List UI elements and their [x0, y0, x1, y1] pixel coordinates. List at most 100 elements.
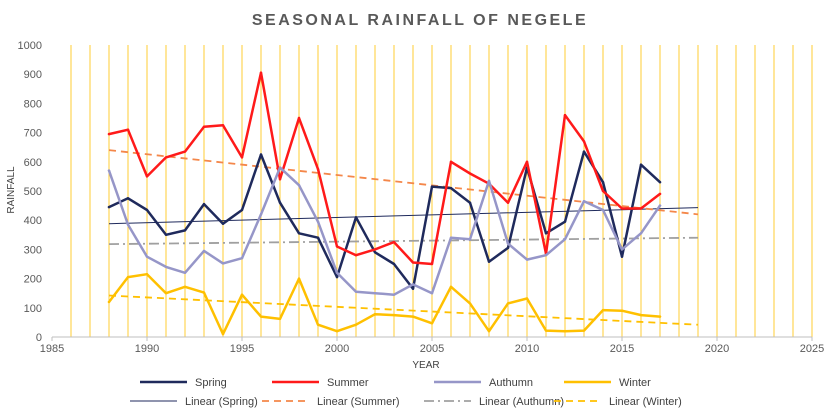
- trendline-linear-spring: [108, 207, 699, 225]
- y-axis-label: RAINFALL: [6, 166, 17, 214]
- data-point-winter-1995: [240, 293, 244, 296]
- data-point-spring-2006: [449, 186, 453, 190]
- data-point-spring-1989: [126, 197, 130, 200]
- series-line-spring: [107, 150, 662, 291]
- data-point-winter-1996: [259, 315, 263, 318]
- data-point-winter-1989: [126, 275, 130, 279]
- data-point-spring-2005: [430, 185, 434, 188]
- data-point-winter-2005: [430, 322, 434, 325]
- data-point-summer-2007: [468, 172, 472, 175]
- data-point-summer-2014: [601, 189, 605, 193]
- data-point-authumn-2000: [335, 271, 339, 274]
- data-point-spring-1991: [164, 233, 168, 236]
- x-tick-label-2025: 2025: [800, 343, 824, 355]
- legend-label-winter: Winter: [619, 377, 651, 389]
- data-point-spring-2001: [354, 216, 358, 219]
- x-tick-label-2020: 2020: [705, 343, 729, 355]
- x-tick-label-2015: 2015: [610, 343, 634, 355]
- y-tick-label-500: 500: [24, 186, 42, 198]
- data-point-authumn-1992: [183, 271, 187, 274]
- data-point-spring-2008: [487, 260, 491, 263]
- data-point-spring-1988: [107, 205, 111, 209]
- trendline-linear-authumn: [108, 236, 699, 246]
- data-point-summer-2010: [525, 160, 529, 163]
- data-point-authumn-2002: [373, 292, 377, 295]
- data-point-authumn-2012: [563, 238, 567, 241]
- data-point-spring-2009: [506, 246, 510, 250]
- data-point-spring-2007: [468, 201, 472, 204]
- data-point-spring-1997: [278, 201, 282, 204]
- data-point-summer-2016: [639, 207, 643, 210]
- data-point-authumn-1994: [221, 262, 225, 265]
- data-point-authumn-1988: [107, 169, 111, 172]
- series-line-winter: [107, 272, 662, 336]
- x-tick-label-1995: 1995: [230, 343, 254, 355]
- x-tick-label-1990: 1990: [135, 343, 159, 355]
- data-point-summer-1995: [240, 156, 244, 159]
- data-point-winter-2013: [582, 329, 586, 332]
- data-point-summer-1997: [278, 178, 282, 181]
- data-point-winter-2003: [392, 313, 396, 317]
- data-point-winter-1992: [183, 285, 187, 288]
- trendline-linear-summer: [108, 149, 699, 216]
- data-point-winter-2000: [335, 330, 339, 333]
- data-point-authumn-1993: [202, 249, 206, 253]
- x-tick-label-2010: 2010: [515, 343, 539, 355]
- data-point-winter-2017: [658, 315, 662, 318]
- data-point-spring-2015: [620, 255, 624, 258]
- data-point-spring-1999: [316, 236, 320, 239]
- data-point-spring-2012: [563, 220, 567, 223]
- data-point-winter-1997: [278, 317, 282, 321]
- data-point-summer-2001: [354, 254, 358, 257]
- data-point-summer-2006: [449, 160, 453, 163]
- data-point-spring-2003: [392, 262, 396, 266]
- data-point-summer-1990: [145, 175, 149, 178]
- data-point-winter-1990: [145, 273, 149, 276]
- data-point-summer-1991: [164, 156, 168, 159]
- data-point-spring-2017: [658, 181, 662, 184]
- series-line-summer: [107, 71, 662, 266]
- data-point-authumn-2014: [601, 208, 605, 212]
- data-point-spring-1992: [183, 229, 187, 232]
- data-point-winter-2006: [449, 285, 453, 288]
- data-point-winter-2011: [544, 329, 548, 332]
- data-point-authumn-2003: [392, 293, 396, 296]
- y-tick-label-400: 400: [24, 215, 42, 227]
- data-point-spring-1996: [259, 153, 263, 156]
- data-point-winter-2002: [373, 313, 377, 316]
- y-tick-label-1000: 1000: [18, 40, 42, 52]
- data-point-winter-1991: [164, 292, 168, 295]
- data-point-spring-2000: [335, 275, 339, 279]
- y-tick-label-100: 100: [24, 303, 42, 315]
- data-point-summer-2015: [620, 207, 624, 210]
- data-point-winter-2004: [411, 315, 415, 318]
- legend-label-linear-summer: Linear (Summer): [317, 396, 400, 408]
- data-point-spring-2016: [639, 163, 643, 166]
- data-point-winter-1998: [297, 277, 301, 280]
- x-tick-label-1985: 1985: [40, 343, 64, 355]
- x-tick-label-2005: 2005: [420, 343, 444, 355]
- legend-label-linear-authumn: Linear (Authumn): [479, 396, 564, 408]
- data-point-winter-2010: [525, 297, 529, 300]
- data-point-winter-2016: [639, 313, 643, 317]
- data-point-summer-2003: [392, 240, 396, 244]
- data-point-authumn-2013: [582, 200, 586, 203]
- data-point-winter-1999: [316, 323, 320, 326]
- data-point-winter-1993: [202, 291, 206, 294]
- data-point-summer-2017: [658, 192, 662, 196]
- data-point-summer-1988: [107, 132, 111, 136]
- data-point-authumn-2006: [449, 236, 453, 239]
- legend-label-linear-winter: Linear (Winter): [609, 396, 682, 408]
- trendlines-layer: [108, 149, 699, 326]
- y-tick-label-300: 300: [24, 244, 42, 256]
- chart-title: SEASONAL RAINFALL OF NEGELE: [252, 12, 588, 29]
- data-point-authumn-2009: [506, 242, 510, 245]
- data-point-spring-1994: [221, 222, 225, 225]
- legend-label-linear-spring: Linear (Spring): [185, 396, 258, 408]
- data-point-authumn-1989: [126, 223, 130, 226]
- data-point-authumn-2016: [639, 232, 643, 235]
- data-point-summer-1996: [259, 71, 263, 74]
- data-point-authumn-2017: [658, 204, 662, 207]
- data-point-authumn-1996: [259, 213, 263, 216]
- series-line-authumn: [107, 166, 662, 296]
